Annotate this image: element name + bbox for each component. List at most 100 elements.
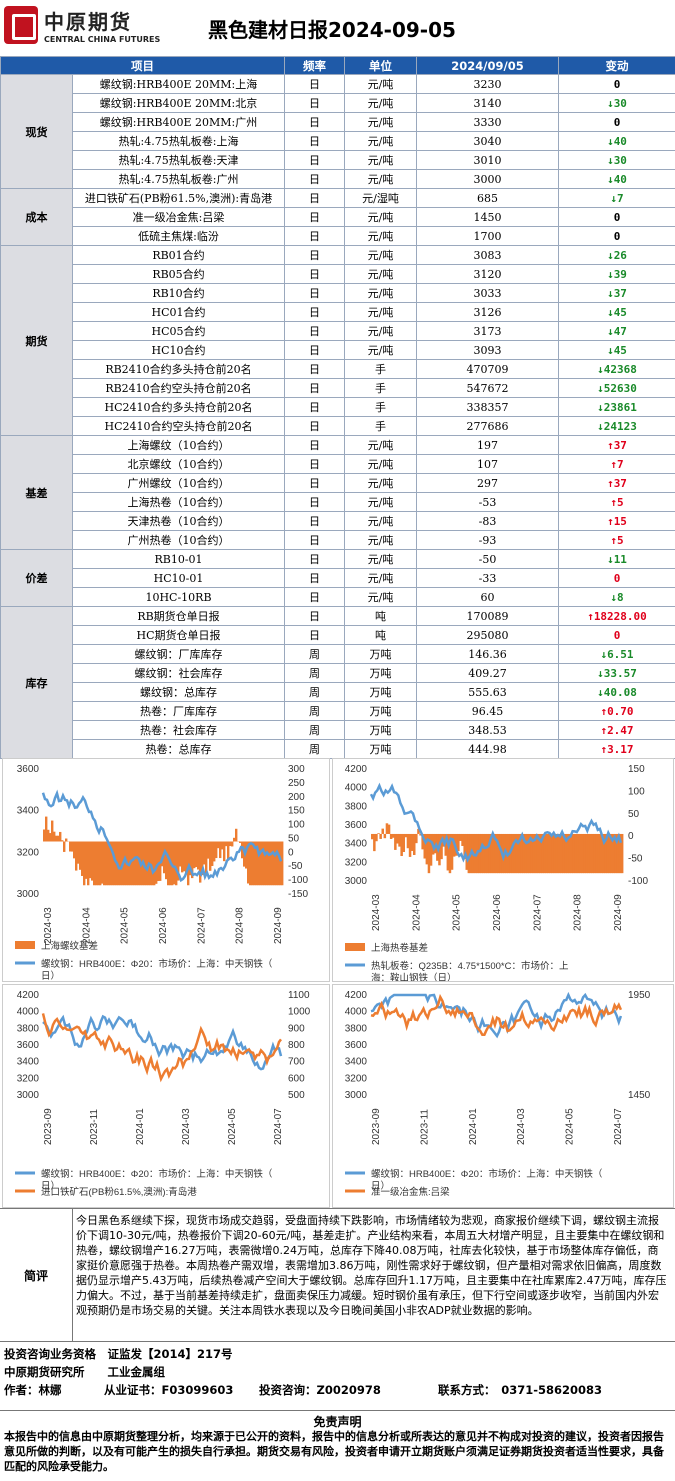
change-cell: ↑0.70 — [559, 702, 675, 721]
y-right-tick-label: 250 — [288, 778, 305, 789]
frequency-cell: 日 — [285, 417, 345, 436]
item-name-cell: 准一级冶金焦:吕梁 — [73, 208, 285, 227]
unit-cell: 万吨 — [345, 721, 417, 740]
change-value: 37 — [614, 439, 627, 452]
y-left-tick-label: 3200 — [17, 1073, 40, 1084]
frequency-cell: 日 — [285, 94, 345, 113]
legend-label: 进口铁矿石(PB粉61.5%,澳洲):青岛港 — [41, 1186, 197, 1198]
change-value: 8 — [617, 591, 624, 604]
arrow-down-icon: ↓ — [607, 344, 614, 357]
arrow-up-icon: ↑ — [607, 439, 614, 452]
value-cell: 547672 — [417, 379, 559, 398]
arrow-down-icon: ↓ — [607, 97, 614, 110]
arrow-down-icon: ↓ — [607, 154, 614, 167]
item-name-cell: RB2410合约多头持仓前20名 — [73, 360, 285, 379]
logo-mark-icon — [4, 6, 38, 44]
arrow-down-icon: ↓ — [597, 382, 604, 395]
y-left-tick-label: 4200 — [345, 764, 368, 775]
legend-label: 上海螺纹基差 — [41, 940, 98, 952]
change-cell: 0 — [559, 208, 675, 227]
frequency-cell: 日 — [285, 189, 345, 208]
y-right-tick-label: 1100 — [288, 990, 310, 1001]
category-cell: 价差 — [1, 550, 73, 607]
value-cell: 170089 — [417, 607, 559, 626]
unit-cell: 元/吨 — [345, 322, 417, 341]
legend-label: 螺纹钢：HRB400E：Φ20：市场价：上海：中天钢铁（ — [371, 1168, 603, 1180]
unit-cell: 手 — [345, 398, 417, 417]
item-name-cell: RB01合约 — [73, 246, 285, 265]
table-row: 天津热卷（10合约）日元/吨-83↑15 — [1, 512, 675, 531]
change-cell: ↑5 — [559, 531, 675, 550]
frequency-cell: 日 — [285, 132, 345, 151]
change-cell: ↓7 — [559, 189, 675, 208]
value-cell: 3173 — [417, 322, 559, 341]
report-header: 中原期货 CENTRAL CHINA FUTURES 黑色建材日报2024-09… — [0, 0, 675, 55]
change-cell: 0 — [559, 626, 675, 645]
disclaimer-section: 免责声明 本报告中的信息由中原期货整理分析，均来源于已公开的资料，报告中的信息分… — [0, 1410, 675, 1481]
frequency-cell: 日 — [285, 227, 345, 246]
item-name-cell: 螺纹钢:HRB400E 20MM:广州 — [73, 113, 285, 132]
value-cell: 3000 — [417, 170, 559, 189]
basis-bar — [235, 829, 237, 842]
value-cell: 297 — [417, 474, 559, 493]
unit-cell: 吨 — [345, 626, 417, 645]
change-cell: ↓42368 — [559, 360, 675, 379]
header-date: 2024/09/05 — [417, 57, 559, 75]
change-cell: ↑2.47 — [559, 721, 675, 740]
x-tick-label: 2023-09 — [371, 1108, 382, 1145]
value-cell: 277686 — [417, 417, 559, 436]
disclaimer-title: 免责声明 — [0, 1413, 675, 1430]
item-name-cell: 10HC-10RB — [73, 588, 285, 607]
basis-bar — [281, 842, 283, 886]
change-cell: ↓40.08 — [559, 683, 675, 702]
value-cell: 470709 — [417, 360, 559, 379]
category-cell: 库存 — [1, 607, 73, 759]
y-left-tick-label: 4000 — [17, 1007, 40, 1018]
unit-cell: 万吨 — [345, 740, 417, 759]
item-name-cell: 北京螺纹（10合约） — [73, 455, 285, 474]
x-tick-label: 2024-01 — [468, 1108, 479, 1145]
frequency-cell: 周 — [285, 721, 345, 740]
item-name-cell: 低硫主焦煤:临汾 — [73, 227, 285, 246]
basis-bar — [377, 833, 380, 834]
change-value: 26 — [614, 249, 627, 262]
arrow-up-icon: ↑ — [610, 496, 617, 509]
change-cell: ↑3.17 — [559, 740, 675, 759]
unit-cell: 元/吨 — [345, 512, 417, 531]
value-cell: 96.45 — [417, 702, 559, 721]
x-tick-label: 2024-03 — [516, 1108, 527, 1145]
change-cell: ↓37 — [559, 284, 675, 303]
basis-bar — [388, 825, 391, 834]
change-value: 30 — [614, 97, 627, 110]
change-value: 18228.00 — [594, 610, 647, 623]
category-cell: 期货 — [1, 246, 73, 436]
item-name-cell: 螺纹钢:HRB400E 20MM:北京 — [73, 94, 285, 113]
change-value: 40.08 — [604, 686, 637, 699]
x-tick-label: 2024-05 — [227, 1108, 238, 1145]
change-cell: ↓6.51 — [559, 645, 675, 664]
unit-cell: 手 — [345, 417, 417, 436]
basis-bar — [375, 834, 378, 841]
y-left-tick-label: 4200 — [345, 990, 368, 1001]
change-value: 40 — [614, 135, 627, 148]
x-tick-label: 2024-07 — [196, 907, 207, 944]
y-right-tick-label: 600 — [288, 1073, 305, 1084]
change-cell: ↑37 — [559, 474, 675, 493]
value-cell: 3033 — [417, 284, 559, 303]
logo-english-name: CENTRAL CHINA FUTURES — [44, 35, 160, 44]
change-value: 0 — [614, 78, 621, 91]
y-left-tick-label: 4000 — [345, 1007, 368, 1018]
unit-cell: 元/吨 — [345, 227, 417, 246]
change-cell: 0 — [559, 75, 675, 94]
y-left-tick-label: 3600 — [17, 1040, 40, 1051]
y-right-tick-label: 300 — [288, 764, 305, 775]
x-tick-label: 2024-05 — [565, 1108, 576, 1145]
arrow-down-icon: ↓ — [607, 268, 614, 281]
frequency-cell: 日 — [285, 170, 345, 189]
